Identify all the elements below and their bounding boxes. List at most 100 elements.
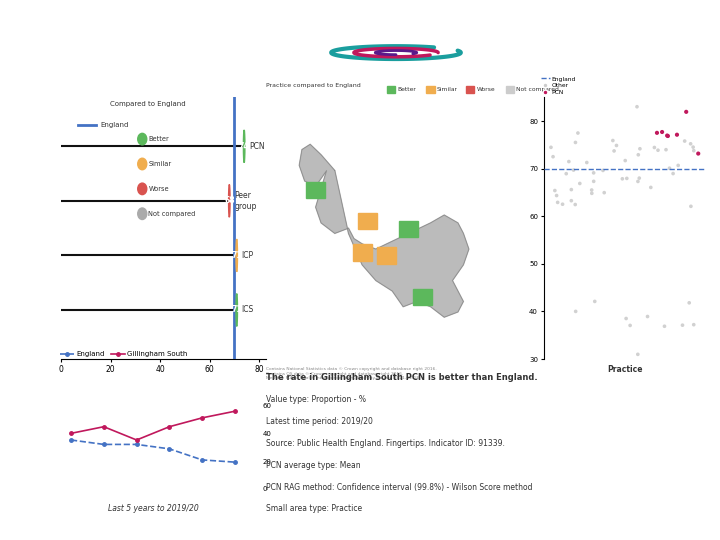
Point — [607, 136, 618, 145]
Text: The rate in Gillingham South PCN is better than England.: The rate in Gillingham South PCN is bett… — [266, 373, 538, 382]
Point — [657, 127, 668, 136]
Point — [621, 174, 633, 183]
Point — [545, 143, 557, 152]
Circle shape — [138, 158, 147, 170]
Point — [642, 312, 653, 321]
Point — [632, 177, 644, 186]
Text: Compared to England: Compared to England — [109, 101, 185, 107]
Point — [551, 191, 562, 200]
Text: England: England — [100, 122, 129, 127]
Point — [624, 321, 636, 330]
Bar — [358, 213, 377, 230]
Circle shape — [236, 239, 238, 272]
Circle shape — [243, 130, 245, 163]
Point — [688, 320, 700, 329]
Point — [652, 146, 664, 154]
Bar — [399, 221, 418, 237]
Bar — [426, 86, 435, 93]
Point — [588, 177, 600, 186]
Text: Not compared: Not compared — [516, 87, 559, 92]
Legend: England, Other, PCN: England, Other, PCN — [539, 74, 578, 97]
Point — [683, 299, 695, 307]
Point — [611, 141, 622, 150]
Point — [662, 131, 673, 140]
Point — [688, 143, 699, 151]
Point — [619, 156, 631, 165]
Circle shape — [138, 183, 147, 194]
Bar — [466, 86, 474, 93]
Point — [659, 322, 670, 330]
Text: Last 5 years to 2019/20: Last 5 years to 2019/20 — [107, 504, 199, 513]
Circle shape — [236, 294, 238, 326]
Point — [581, 158, 593, 167]
Point — [660, 145, 672, 154]
Text: Source: Public Health England. Fingertips. Indicator ID: 91339.: Source: Public Health England. Fingertip… — [266, 438, 505, 448]
Bar — [306, 181, 325, 198]
Point — [693, 149, 704, 158]
Text: ICS: ICS — [242, 306, 254, 314]
Point — [570, 200, 581, 209]
Text: 28: 28 — [9, 4, 22, 15]
Point — [664, 164, 675, 172]
Point — [672, 161, 684, 170]
Point — [566, 197, 577, 205]
Point — [557, 200, 568, 208]
Circle shape — [138, 208, 147, 219]
Text: 68: 68 — [224, 197, 235, 205]
Bar — [353, 245, 372, 261]
Point — [589, 297, 600, 306]
Text: Better: Better — [397, 87, 416, 92]
Text: ICP: ICP — [242, 251, 254, 260]
Point — [586, 189, 598, 198]
Point — [563, 157, 575, 166]
Point — [633, 151, 644, 159]
Point — [560, 170, 572, 178]
Point — [645, 183, 657, 192]
Text: PCN average type: Mean: PCN average type: Mean — [266, 461, 361, 470]
Point — [649, 143, 660, 152]
Text: 71: 71 — [231, 306, 242, 314]
Bar — [377, 247, 396, 264]
Text: Peer
group: Peer group — [234, 191, 256, 211]
Point — [680, 107, 692, 116]
Point — [572, 129, 584, 137]
Text: Worse: Worse — [148, 186, 169, 192]
Point — [671, 130, 683, 139]
Point — [632, 350, 644, 359]
Point — [549, 186, 561, 195]
Point — [616, 174, 628, 183]
Point — [685, 202, 697, 211]
Point — [588, 168, 599, 177]
Bar — [413, 289, 432, 306]
Text: Latest time period: 2019/20: Latest time period: 2019/20 — [266, 417, 373, 426]
Text: Practice compared to England: Practice compared to England — [266, 83, 365, 88]
Text: Worse: Worse — [477, 87, 495, 92]
Point — [568, 166, 580, 174]
Circle shape — [138, 133, 147, 145]
Point — [552, 198, 564, 207]
Point — [570, 307, 582, 316]
Point — [621, 314, 632, 323]
Point — [662, 132, 674, 140]
Point — [679, 137, 690, 145]
Text: Contains National Statistics data © Crown copyright and database right 2016.
Con: Contains National Statistics data © Crow… — [266, 367, 437, 380]
Text: PCN: PCN — [249, 142, 265, 151]
Legend: England, Gillingham South: England, Gillingham South — [58, 348, 191, 360]
Text: 71: 71 — [231, 251, 242, 260]
Point — [634, 144, 646, 153]
Point — [598, 188, 610, 197]
Point — [597, 166, 608, 175]
Circle shape — [228, 185, 230, 217]
Text: Better: Better — [148, 136, 169, 142]
Polygon shape — [300, 144, 469, 317]
Point — [586, 186, 598, 194]
Bar — [505, 86, 514, 93]
Text: Value type: Proportion - %: Value type: Proportion - % — [266, 395, 366, 404]
X-axis label: Practice: Practice — [607, 364, 642, 374]
Text: 74: 74 — [239, 142, 249, 151]
Point — [631, 103, 643, 111]
Text: Similar: Similar — [437, 87, 458, 92]
Point — [547, 152, 559, 161]
Point — [685, 139, 696, 148]
Text: Similar: Similar — [148, 161, 171, 167]
